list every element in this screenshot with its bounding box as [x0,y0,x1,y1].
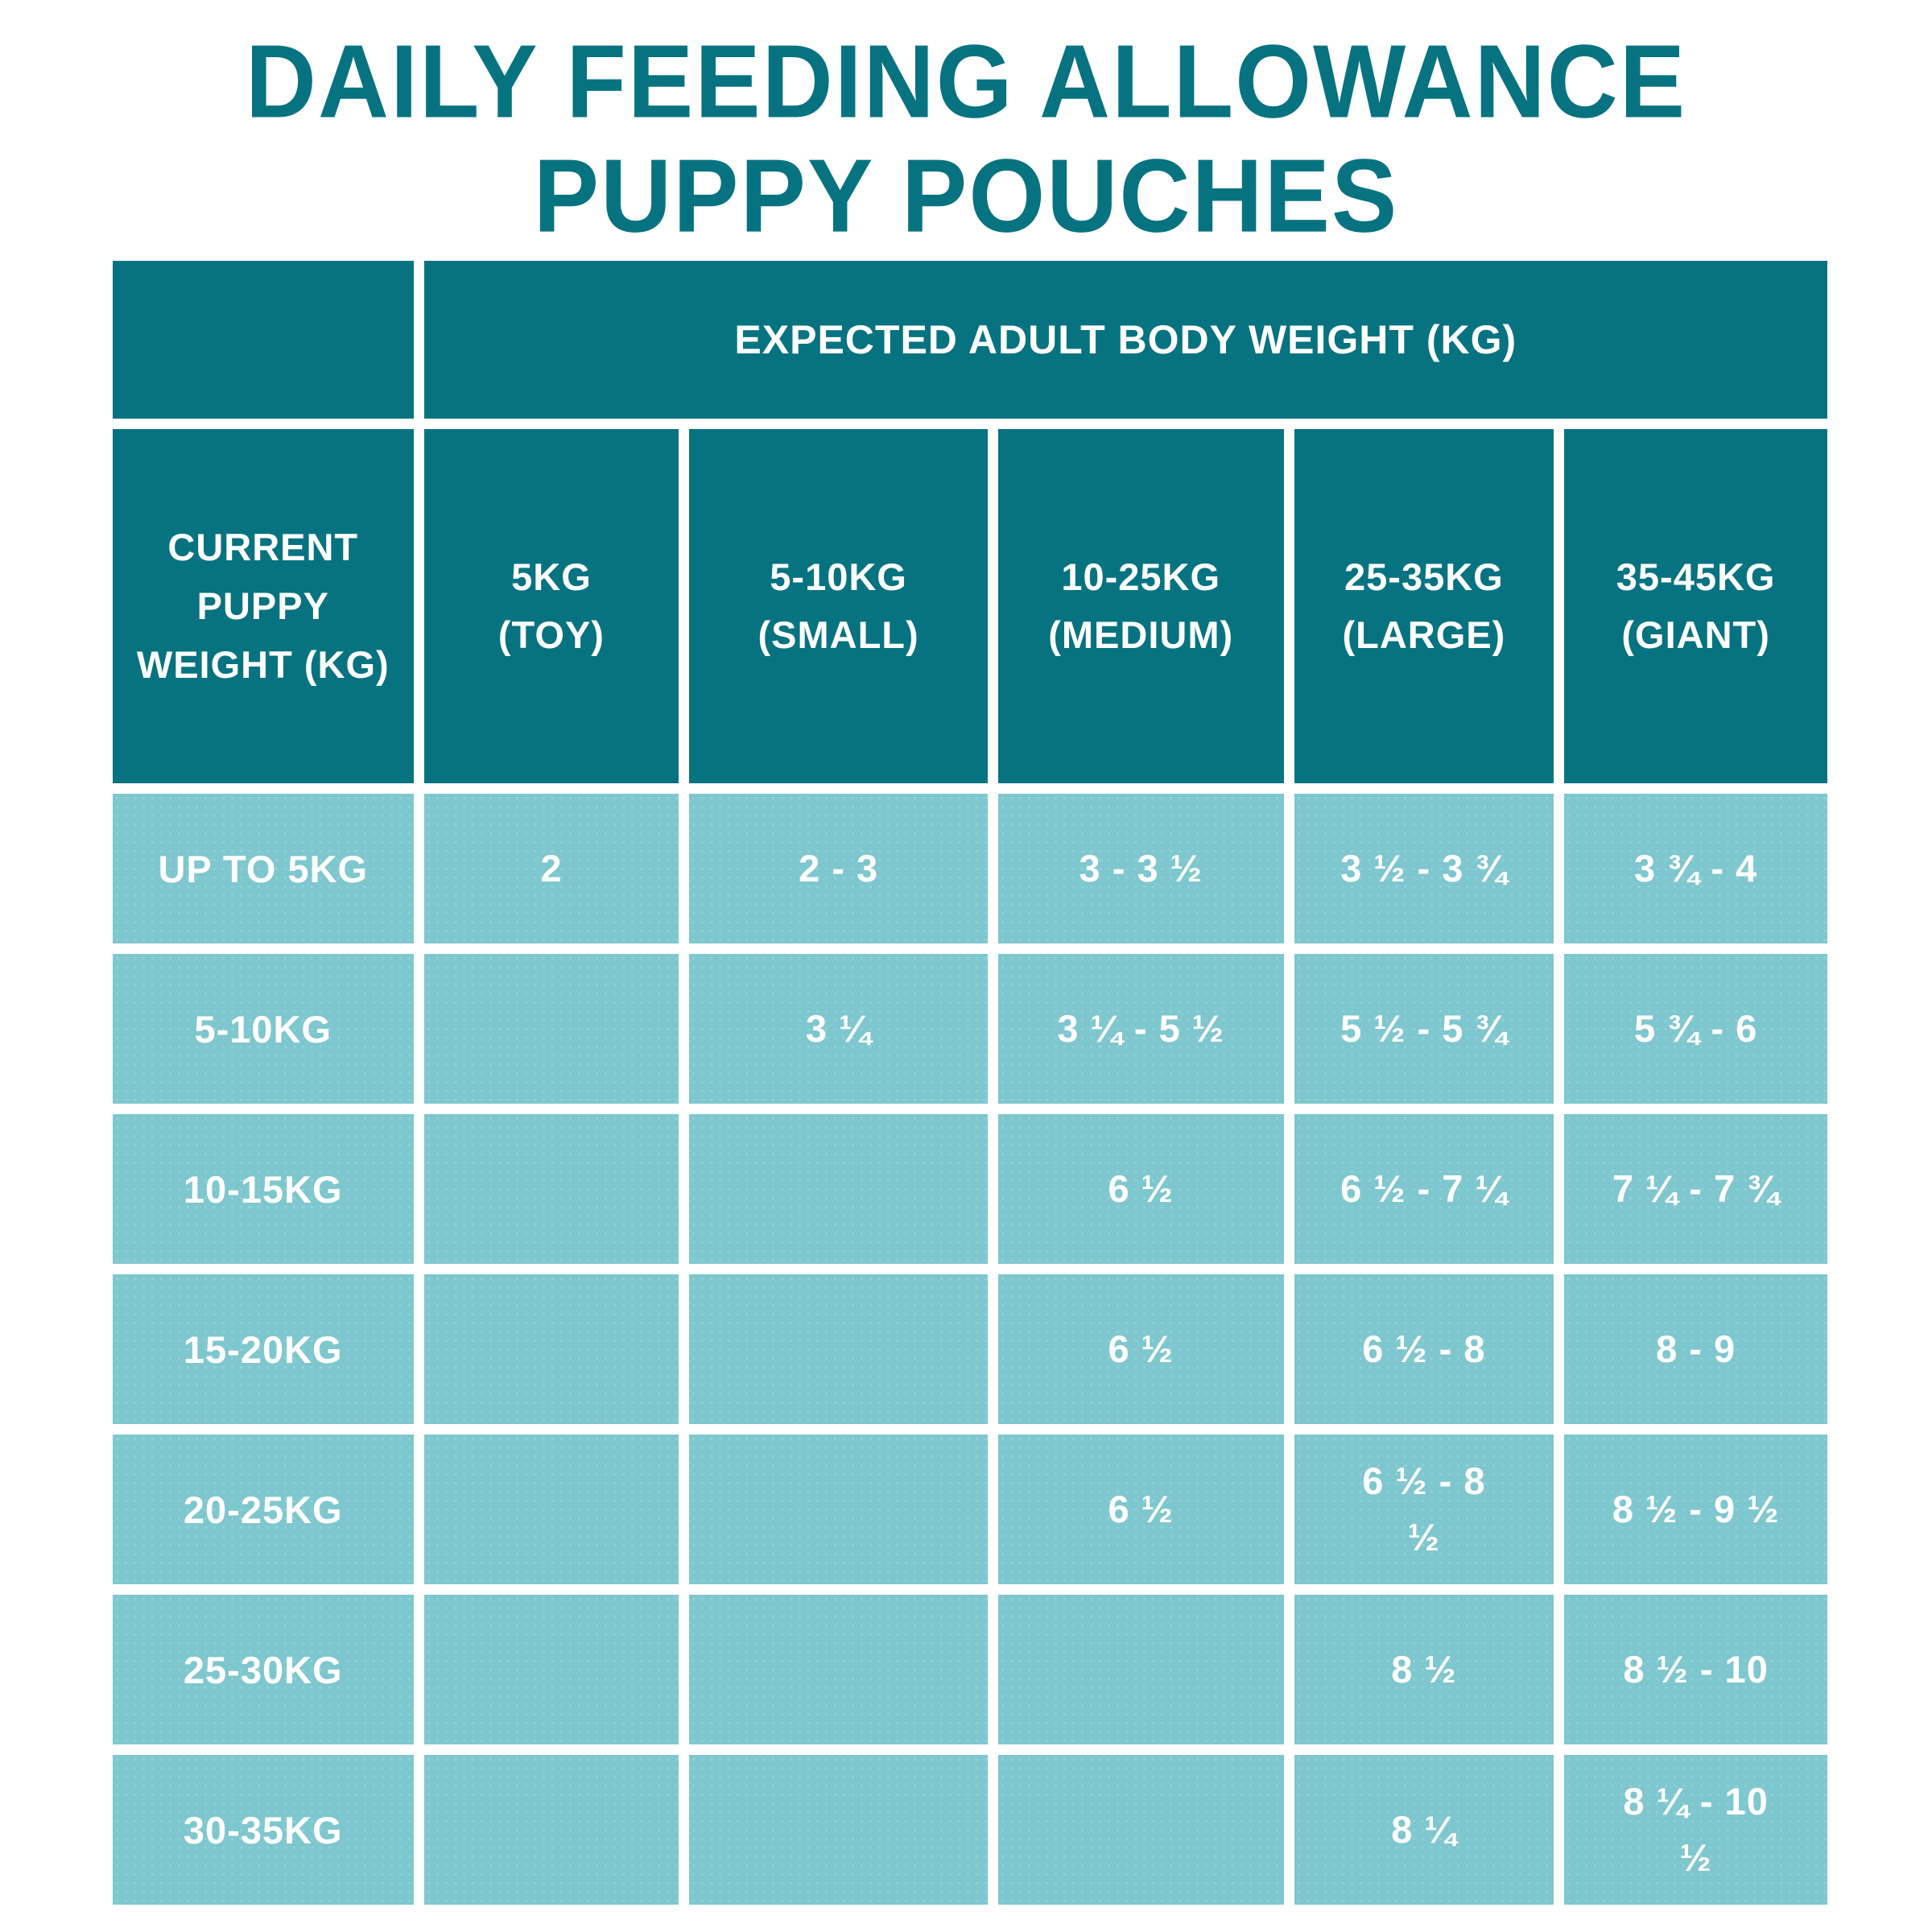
row-label-cell: 5-10KG [113,954,414,1104]
value-cell: 8 - 9 [1564,1274,1827,1425]
value-cell: 3 ½ - 3 ¾ [1294,794,1554,944]
value-cell: 6 ½ - 7 ¼ [1294,1114,1554,1265]
value-cell: 2 [423,794,679,944]
value-cell [423,1274,679,1425]
value-cell: 6 ½ [997,1435,1284,1585]
row-label-cell: 15-20KG [113,1274,414,1425]
value-cell [689,1595,988,1745]
value-cell: 8 ½ [1294,1595,1554,1745]
value-cell: 6 ½ - 8 [1294,1274,1554,1425]
value-cell: 8 ¼ [1294,1755,1554,1905]
value-cell [689,1274,988,1425]
value-cell: 5 ½ - 5 ¾ [1294,954,1554,1104]
value-cell: 6 ½ - 8 ½ [1294,1435,1554,1585]
column-header-current-weight: CURRENT PUPPY WEIGHT (KG) [113,429,414,784]
value-cell: 3 ¼ - 5 ½ [997,954,1284,1104]
value-cell [423,1755,679,1905]
feeding-table: EXPECTED ADULT BODY WEIGHT (KG) CURRENT … [113,261,1827,1905]
page-title-line1: DAILY FEEDING ALLOWANCE [245,23,1687,140]
value-cell: 3 ¼ [689,954,988,1104]
value-cell [689,1435,988,1585]
value-cell [997,1755,1284,1905]
page-title-line2: PUPPY POUCHES [533,138,1399,254]
column-header-giant: 35-45KG (GIANT) [1564,429,1827,784]
value-cell [423,1114,679,1265]
column-header-toy: 5KG (TOY) [423,429,679,784]
column-header-small: 5-10KG (SMALL) [689,429,988,784]
row-label-cell: 25-30KG [113,1595,414,1745]
corner-cell [113,261,414,419]
value-cell: 3 - 3 ½ [997,794,1284,944]
row-label-cell: UP TO 5KG [113,794,414,944]
page-title: DAILY FEEDING ALLOWANCE PUPPY POUCHES [0,23,1932,254]
value-cell: 3 ¾ - 4 [1564,794,1827,944]
value-cell [423,1595,679,1745]
row-label-cell: 30-35KG [113,1755,414,1905]
value-cell [423,954,679,1104]
column-header-large: 25-35KG (LARGE) [1294,429,1554,784]
value-cell: 6 ½ [997,1114,1284,1265]
value-cell [689,1114,988,1265]
value-cell: 5 ¾ - 6 [1564,954,1827,1104]
value-cell [423,1435,679,1585]
span-header-cell: EXPECTED ADULT BODY WEIGHT (KG) [423,261,1827,419]
row-label-cell: 20-25KG [113,1435,414,1585]
column-header-medium: 10-25KG (MEDIUM) [997,429,1284,784]
value-cell: 7 ¼ - 7 ¾ [1564,1114,1827,1265]
value-cell: 2 - 3 [689,794,988,944]
value-cell [997,1595,1284,1745]
value-cell: 8 ½ - 9 ½ [1564,1435,1827,1585]
value-cell: 8 ¼ - 10 ½ [1564,1755,1827,1905]
value-cell: 8 ½ - 10 [1564,1595,1827,1745]
value-cell [689,1755,988,1905]
value-cell: 6 ½ [997,1274,1284,1425]
row-label-cell: 10-15KG [113,1114,414,1265]
